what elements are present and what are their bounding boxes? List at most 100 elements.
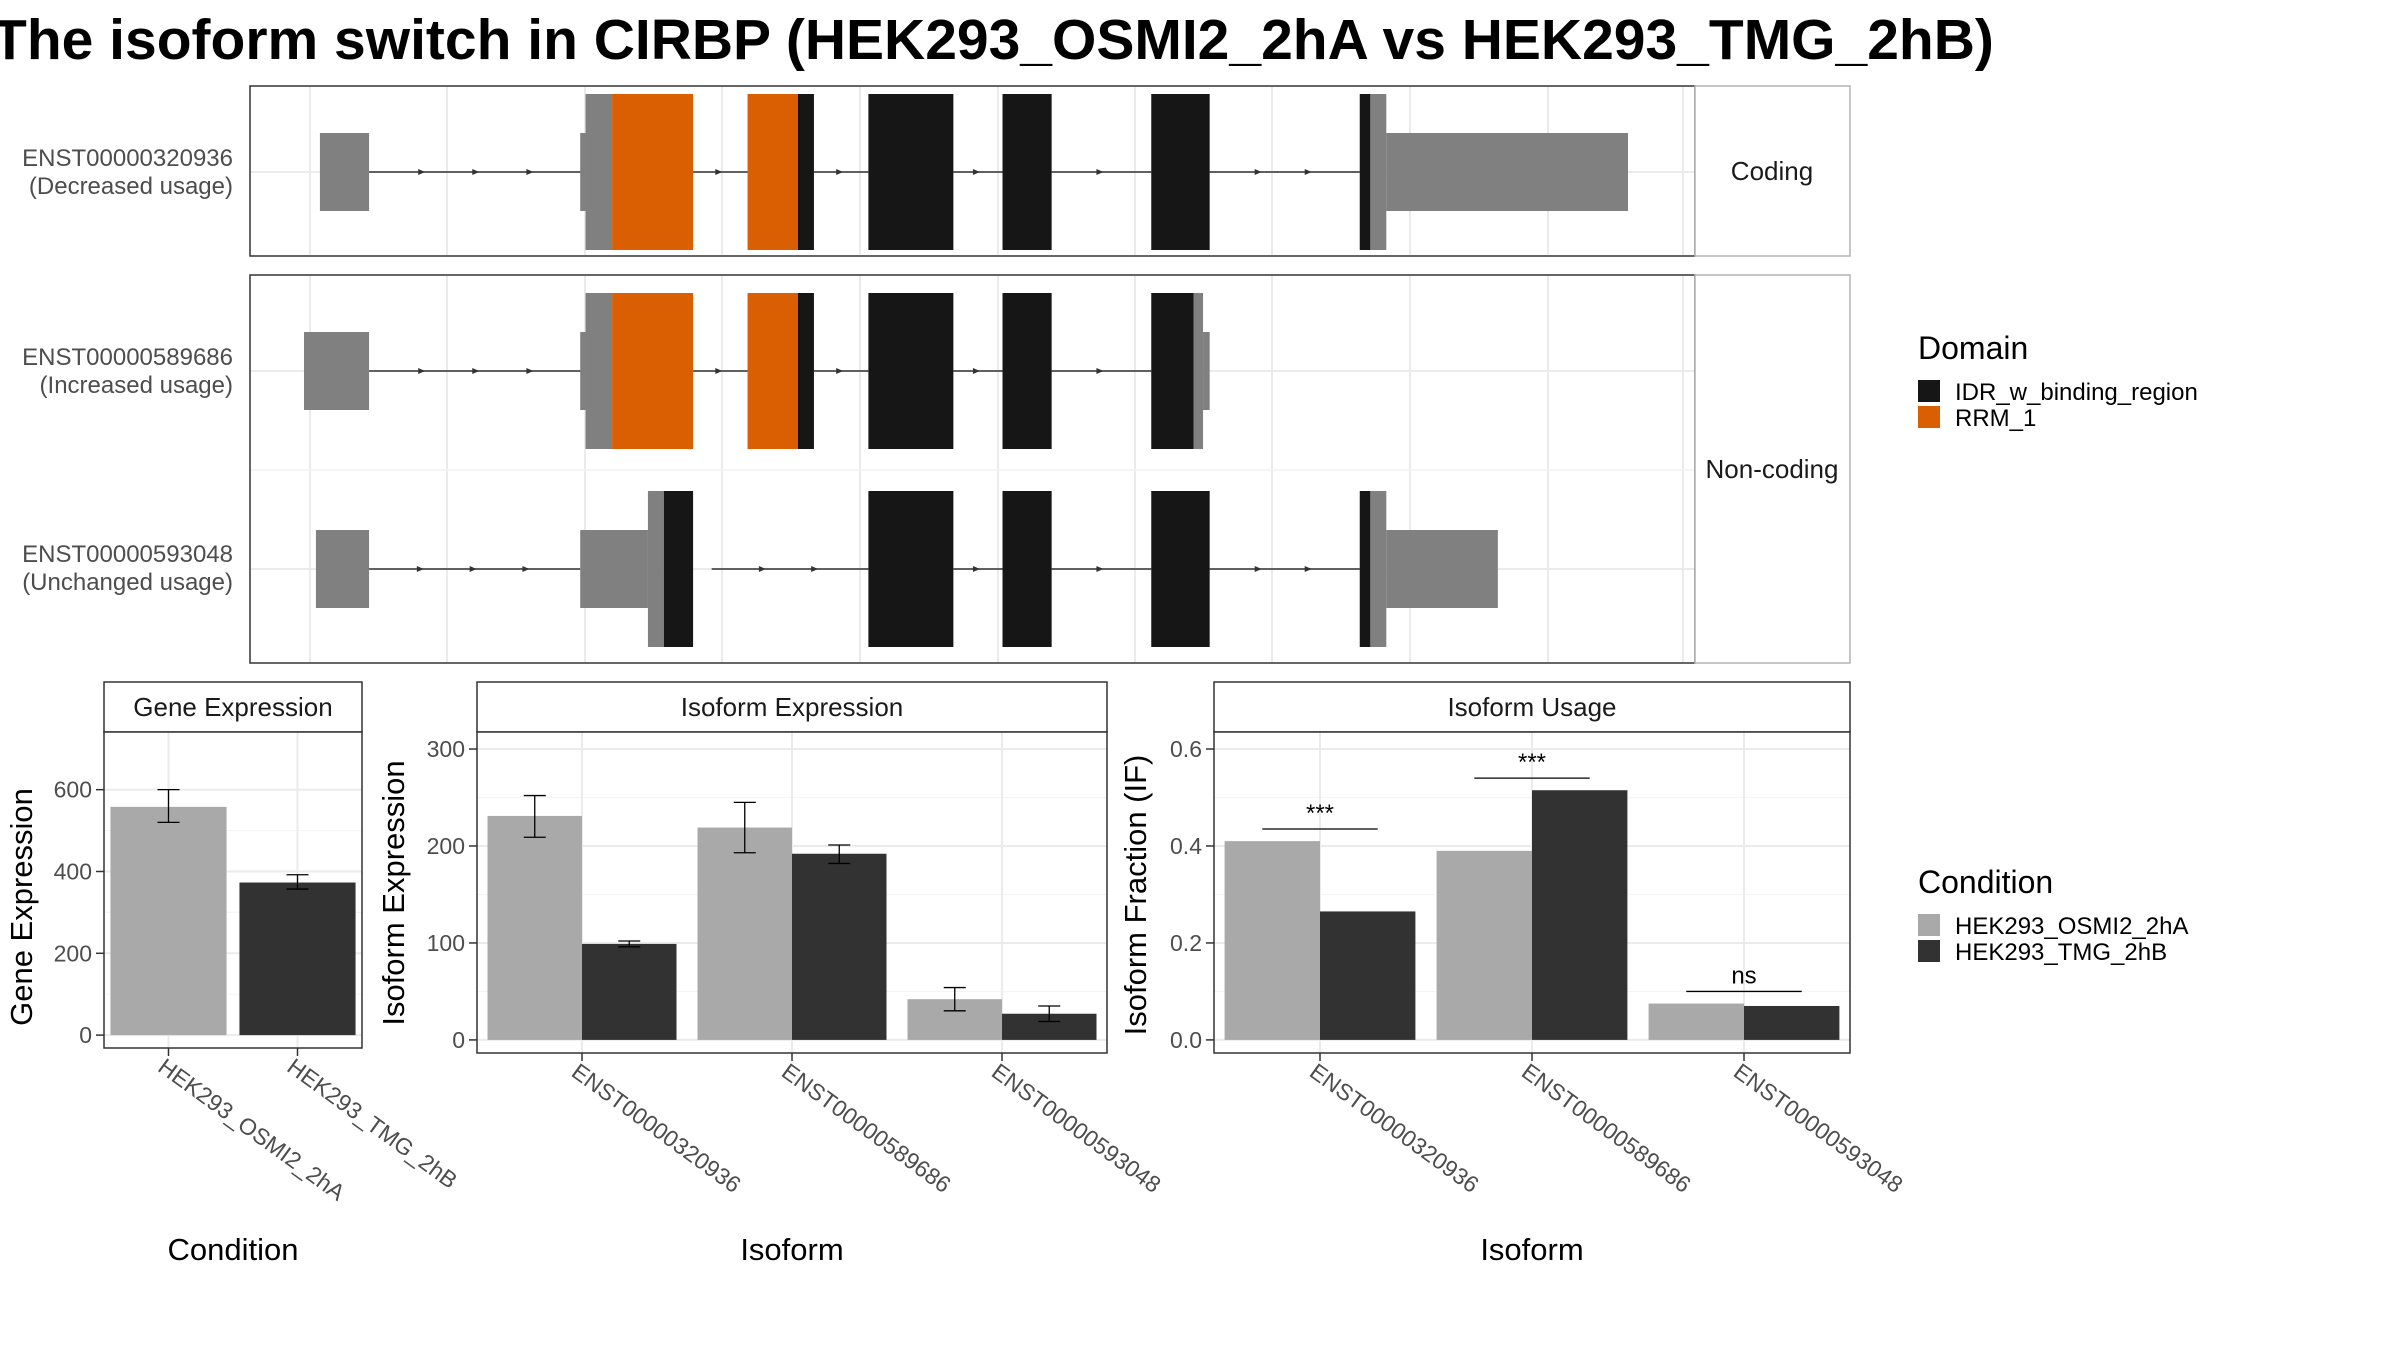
- isoform-label-3-usage: (Unchanged usage): [22, 569, 233, 596]
- idr-domain-block: [1002, 94, 1052, 250]
- intron-arrow: [836, 169, 844, 175]
- isoform-expression-x-title: Isoform: [740, 1232, 843, 1267]
- idr-domain-block: [663, 491, 694, 647]
- iso-usage-significance-label: ***: [1306, 800, 1334, 827]
- intron-arrow: [715, 169, 723, 175]
- domain-legend-label-rrm: RRM_1: [1955, 405, 2036, 432]
- iso-usage-bar: [1436, 850, 1532, 1040]
- gene-ytick-label: 200: [54, 940, 92, 966]
- domain-legend-title: Domain: [1918, 330, 2028, 366]
- idr-domain-block: [798, 94, 814, 250]
- idr-domain-block: [1151, 94, 1210, 250]
- utr-block: [1370, 491, 1387, 647]
- non-coding-strip-label: Non-coding: [1706, 454, 1839, 484]
- coding-strip: [1694, 85, 1851, 257]
- gene-ytick-label: 400: [54, 858, 92, 884]
- gene-bar: [110, 806, 227, 1036]
- gene-plot-border: [103, 731, 363, 1049]
- condition-legend-label-a: HEK293_OSMI2_2hA: [1955, 913, 2188, 940]
- iso-expr-ytick-label: 0: [452, 1027, 465, 1053]
- rrm-domain-block: [612, 293, 694, 449]
- intron-arrow: [416, 566, 424, 572]
- gene-ytick-label: 600: [54, 777, 92, 803]
- iso-usage-bar: [1320, 911, 1416, 1040]
- gene-ytick-label: 0: [79, 1022, 92, 1048]
- utr-block: [585, 293, 613, 449]
- idr-domain-block: [1151, 491, 1210, 647]
- iso-expr-bar: [792, 853, 887, 1040]
- gene-expression-strip: [103, 681, 363, 733]
- idr-domain-block: [1002, 491, 1052, 647]
- domain-legend-swatch-idr: [1918, 380, 1940, 402]
- utr-block: [315, 530, 370, 608]
- figure-title: The isoform switch in CIRBP (HEK293_OSMI…: [0, 8, 1994, 72]
- iso-expr-ytick-label: 300: [427, 736, 465, 762]
- intron-arrow: [418, 169, 426, 175]
- domain-legend: Domain IDR_w_binding_region RRM_1: [1918, 330, 2198, 432]
- idr-domain-block: [798, 293, 814, 449]
- iso-expr-bar: [697, 827, 792, 1040]
- utr-block: [319, 133, 370, 211]
- intron-arrow: [526, 169, 534, 175]
- isoform-usage-strip-label: Isoform Usage: [1447, 692, 1616, 722]
- intron-arrow: [972, 566, 980, 572]
- intron-arrow: [472, 368, 480, 374]
- utr-block: [1386, 530, 1498, 608]
- non-coding-strip: [1694, 274, 1851, 664]
- isoform-label-1-id: ENST00000320936: [22, 145, 233, 172]
- utr-block: [1203, 332, 1210, 410]
- isoform-usage-y-title: Isoform Fraction (IF): [1118, 755, 1153, 1036]
- iso-expr-bar: [582, 943, 677, 1040]
- iso-expr-bar: [487, 815, 582, 1040]
- isoform-label-2-usage: (Increased usage): [40, 372, 233, 399]
- iso-expr-plot-border: [476, 731, 1108, 1054]
- iso-usage-significance-label: ns: [1731, 962, 1756, 989]
- idr-domain-block: [1002, 293, 1052, 449]
- isoform-label-2-id: ENST00000589686: [22, 344, 233, 371]
- intron-arrow: [469, 566, 477, 572]
- iso-usage-bar: [1532, 790, 1628, 1040]
- utr-block: [1370, 94, 1387, 250]
- intron-arrow: [472, 169, 480, 175]
- domain-legend-swatch-rrm: [1918, 406, 1940, 428]
- utr-block: [303, 332, 370, 410]
- idr-domain-block: [868, 491, 954, 647]
- intron-arrow: [1304, 169, 1312, 175]
- iso-expr-ytick-label: 100: [427, 930, 465, 956]
- isoform-expression-strip: [476, 681, 1108, 733]
- iso-expr-ytick-label: 200: [427, 833, 465, 859]
- iso-usage-bar: [1744, 1005, 1840, 1040]
- domain-legend-label-idr: IDR_w_binding_region: [1955, 379, 2198, 406]
- rrm-domain-block: [747, 293, 798, 449]
- intron-arrow: [1096, 169, 1104, 175]
- intron-arrow: [715, 368, 723, 374]
- idr-domain-block: [868, 94, 954, 250]
- isoform-expression-strip-label: Isoform Expression: [681, 692, 904, 722]
- isoform-label-3-id: ENST00000593048: [22, 541, 233, 568]
- coding-strip-label: Coding: [1731, 156, 1813, 186]
- condition-legend-title: Condition: [1918, 864, 2053, 900]
- intron-arrow: [418, 368, 426, 374]
- condition-legend-swatch-a: [1918, 914, 1940, 936]
- intron-arrow: [1304, 566, 1312, 572]
- utr-block: [647, 491, 664, 647]
- idr-domain-block: [1151, 293, 1194, 449]
- gene-bar: [239, 882, 356, 1036]
- iso-usage-ytick-label: 0.2: [1170, 930, 1202, 956]
- gene-expression-x-title: Condition: [168, 1232, 299, 1267]
- gene-expression-y-title: Gene Expression: [4, 788, 39, 1026]
- intron-arrow: [972, 169, 980, 175]
- isoform-label-1-usage: (Decreased usage): [29, 173, 233, 200]
- intron-arrow: [526, 368, 534, 374]
- idr-domain-block: [1359, 94, 1371, 250]
- utr-block: [580, 133, 586, 211]
- iso-usage-ytick-label: 0.0: [1170, 1027, 1202, 1053]
- isoform-usage-x-title: Isoform: [1480, 1232, 1583, 1267]
- intron-arrow: [1096, 566, 1104, 572]
- intron-arrow: [758, 566, 766, 572]
- iso-usage-bar: [1648, 1003, 1744, 1040]
- isoform-usage-strip: [1213, 681, 1851, 733]
- transcript-structure-plot: Coding Non-coding ENST00000320936 (Decre…: [22, 85, 1851, 664]
